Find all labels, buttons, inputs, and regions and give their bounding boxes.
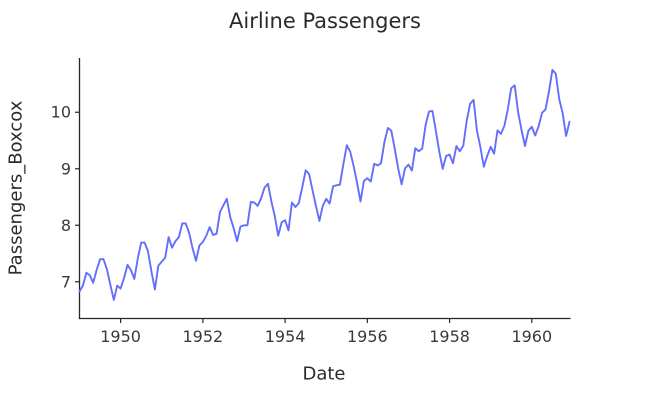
y-tick-label: 9: [61, 159, 71, 178]
x-tick-label: 1950: [100, 327, 141, 346]
x-tick-label: 1960: [511, 327, 552, 346]
x-tick-label: 1958: [429, 327, 470, 346]
x-tick-label: 1954: [265, 327, 306, 346]
x-axis-label: Date: [302, 363, 346, 385]
y-tick-label: 10: [51, 103, 71, 122]
x-tick-label: 1952: [182, 327, 223, 346]
y-tick-label: 8: [61, 216, 71, 235]
chart-title: Airline Passengers: [229, 9, 421, 33]
series-line-passengers-boxcox: [78, 68, 571, 301]
x-tick-label: 1956: [347, 327, 388, 346]
y-tick-label: 7: [61, 272, 71, 291]
